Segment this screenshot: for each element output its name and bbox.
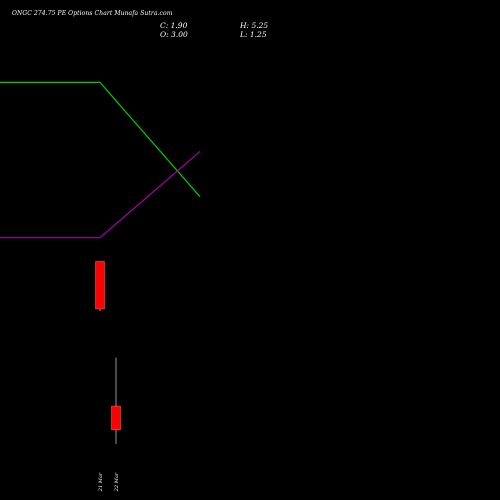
candle-body [111, 405, 121, 431]
x-tick-label: 22 Mar [114, 472, 120, 492]
candle-body [95, 261, 105, 310]
low-value: L: 1.25 [240, 30, 267, 39]
x-tick-label: 21 Mar [98, 472, 104, 492]
close-value: C: 1.90 [160, 21, 188, 30]
open-value: O: 3.00 [160, 30, 188, 39]
overlay-line-green [0, 81, 201, 198]
high-value: H: 5.25 [240, 21, 269, 30]
chart-title: ONGC 274.75 PE Options Chart Munafa Sutr… [12, 10, 173, 17]
overlay-line-purple [0, 150, 201, 239]
